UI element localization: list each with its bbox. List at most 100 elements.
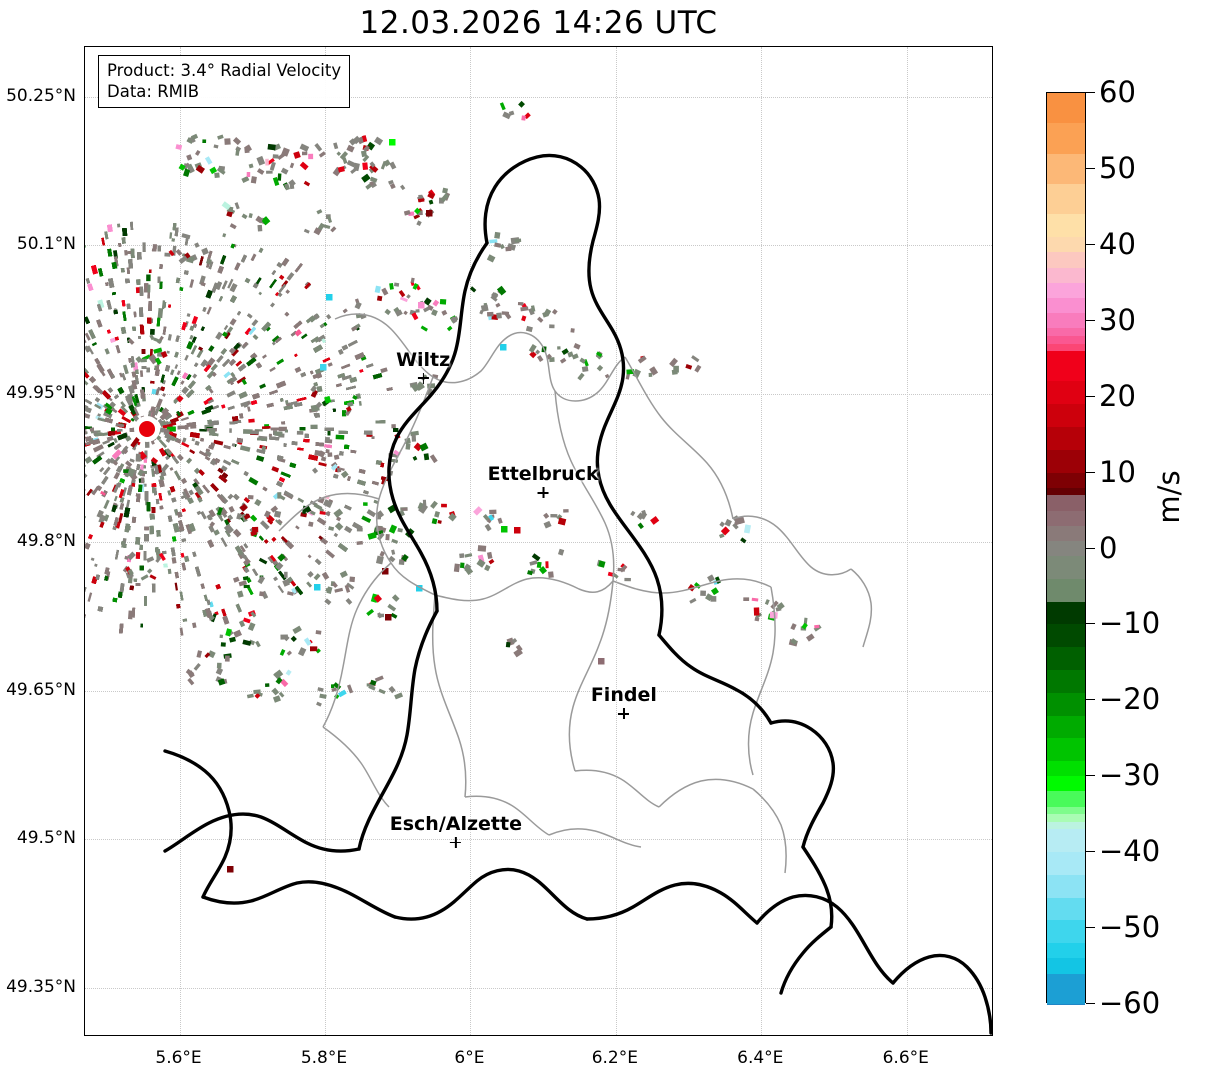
gridline-lon: [906, 47, 908, 1035]
gridline-lat: [85, 96, 992, 98]
radar-echo-cell: [229, 318, 237, 326]
radar-echo-cell: [333, 532, 339, 538]
map-canvas: Product: 3.4° Radial Velocity Data: RMIB…: [85, 47, 992, 1035]
radar-echo-cell: [117, 223, 121, 228]
radar-echo-cell: [259, 383, 267, 389]
radar-echo-cell: [324, 511, 331, 517]
radar-echo-cell: [125, 499, 131, 509]
radar-echo-cell: [325, 313, 332, 320]
radar-echo-cell: [167, 334, 172, 341]
radar-echo-cell: [307, 554, 312, 559]
radar-echo-cell: [366, 434, 373, 438]
radar-echo-cell: [131, 446, 137, 451]
radar-echo-cell: [124, 249, 128, 256]
latitude-tick-label: 49.65°N: [6, 679, 76, 700]
radar-echo-cell: [275, 519, 282, 526]
radar-echo-cell: [117, 408, 127, 417]
radar-echo-cell: [336, 516, 342, 522]
gridline-lon: [179, 47, 181, 1035]
radar-echo-cell: [278, 426, 287, 432]
radar-echo-cell: [251, 430, 259, 435]
radar-echo-cell: [192, 373, 198, 379]
radar-echo-cell: [146, 274, 151, 282]
radar-echo-cell: [142, 242, 146, 253]
radar-echo-cell: [215, 331, 223, 340]
radar-echo-cell: [118, 512, 124, 524]
radar-echo-cell: [152, 244, 157, 250]
radar-echo-cell: [271, 341, 276, 346]
radar-echo-cell: [87, 592, 93, 602]
radar-echo-cell: [295, 525, 300, 530]
radar-echo-cell: [103, 499, 110, 510]
radar-echo-cell: [171, 557, 177, 564]
radar-echo-cell: [90, 557, 95, 562]
latitude-tick-label: 49.5°N: [16, 828, 76, 848]
radar-echo-cell: [163, 449, 172, 459]
radar-echo-cell: [239, 445, 251, 452]
radar-echo-cell: [143, 483, 147, 487]
radar-echo-cell: [248, 476, 259, 486]
radar-echo-cell: [261, 354, 267, 359]
page-title: 12.03.2026 14:26 UTC: [359, 5, 718, 41]
radar-echo-cell: [113, 495, 118, 502]
radar-echo-cell: [174, 582, 178, 591]
radar-echo-cell: [208, 388, 214, 394]
radar-echo-cell: [225, 326, 234, 335]
radar-echo-cell: [85, 332, 91, 341]
radar-echo-cell: [85, 378, 89, 386]
radar-echo-cell: [179, 627, 184, 636]
radar-echo-cell: [358, 400, 362, 406]
radar-echo-cell: [155, 388, 160, 396]
radar-echo-cell: [113, 437, 118, 444]
radar-echo-cell: [255, 455, 265, 462]
radar-echo-cell: [104, 348, 110, 355]
radar-echo-cell: [180, 477, 188, 485]
radar-echo-cell: [180, 416, 189, 422]
radar-echo-cell: [222, 233, 227, 238]
radar-echo-cell: [155, 398, 163, 409]
radar-echo-cell: [297, 497, 305, 503]
gridline-lon: [615, 47, 617, 1035]
radar-echo-cell: [151, 468, 155, 477]
radar-echo-cell: [213, 439, 224, 446]
radar-echo-cell: [181, 441, 190, 448]
latitude-tick-label: 50.1°N: [16, 234, 76, 254]
radar-echo-cell: [251, 319, 259, 327]
radar-echo-cell: [135, 551, 141, 560]
radar-echo-cell: [167, 568, 172, 575]
radar-echo-cell: [192, 622, 197, 629]
radar-echo-cell: [184, 354, 189, 361]
latitude-tick-label: 49.8°N: [16, 531, 76, 551]
radar-echo-cell: [149, 328, 155, 335]
radar-echo-cell: [94, 403, 102, 410]
radar-echo-cell: [122, 364, 129, 375]
radar-echo-cell: [169, 369, 175, 376]
radar-echo-cell: [259, 520, 270, 530]
gridline-lat: [85, 987, 992, 989]
radar-echo-cell: [108, 397, 113, 402]
radar-echo-cell: [361, 515, 372, 524]
latitude-tick-label: 49.95°N: [6, 382, 76, 403]
latitude-axis: 50.25°N 50.1°N 49.95°N 49.8°N 49.65°N 49.5°N 4…: [0, 0, 84, 1081]
radar-echo-cell: [222, 459, 232, 466]
gridline-lat: [85, 542, 992, 543]
radar-echo-cell: [99, 467, 105, 473]
latitude-tick-label: 49.35°N: [6, 976, 76, 997]
radar-echo-cell: [220, 537, 228, 548]
gridline-lon: [761, 47, 763, 1035]
radar-echo-cell: [96, 451, 105, 459]
radar-echo-cell: [206, 306, 212, 315]
radar-echo-cell: [87, 345, 94, 355]
radar-echo-cell: [151, 388, 157, 395]
radar-echo-cell: [268, 433, 272, 437]
radar-echo-cell: [85, 412, 91, 419]
radar-echo-cell: [226, 390, 236, 398]
radar-echo-cell: [277, 585, 285, 594]
radar-map-panel[interactable]: Product: 3.4° Radial Velocity Data: RMIB…: [84, 46, 993, 1036]
radar-echo-cell: [127, 610, 133, 620]
radar-echo-cell: [236, 376, 247, 384]
radar-echo-cell: [323, 321, 328, 327]
radar-echo-cell: [169, 232, 173, 239]
radar-echo-cell: [310, 424, 318, 430]
radar-echo-cell: [269, 366, 276, 372]
